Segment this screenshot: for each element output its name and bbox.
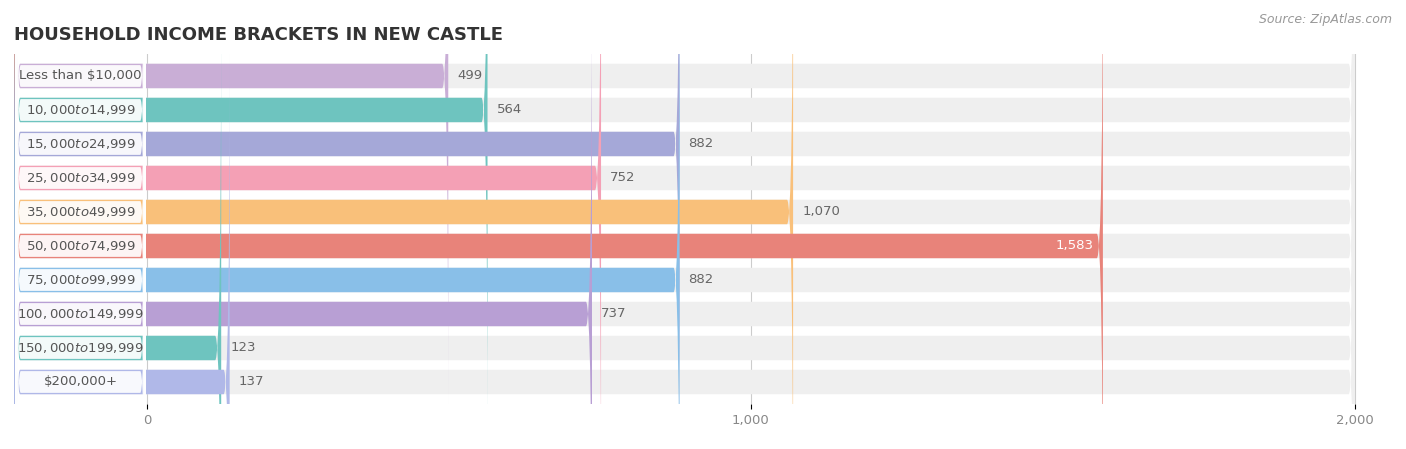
Text: $10,000 to $14,999: $10,000 to $14,999 xyxy=(25,103,135,117)
FancyBboxPatch shape xyxy=(14,0,793,449)
FancyBboxPatch shape xyxy=(15,0,146,449)
Text: Less than $10,000: Less than $10,000 xyxy=(20,70,142,83)
Text: 137: 137 xyxy=(239,375,264,388)
FancyBboxPatch shape xyxy=(15,87,146,449)
Text: $35,000 to $49,999: $35,000 to $49,999 xyxy=(25,205,135,219)
FancyBboxPatch shape xyxy=(15,0,146,449)
Text: $25,000 to $34,999: $25,000 to $34,999 xyxy=(25,171,135,185)
Text: 564: 564 xyxy=(496,103,522,116)
Text: $200,000+: $200,000+ xyxy=(44,375,118,388)
FancyBboxPatch shape xyxy=(14,54,1355,449)
FancyBboxPatch shape xyxy=(14,20,1355,449)
Text: $15,000 to $24,999: $15,000 to $24,999 xyxy=(25,137,135,151)
Text: Source: ZipAtlas.com: Source: ZipAtlas.com xyxy=(1258,13,1392,26)
FancyBboxPatch shape xyxy=(14,0,679,449)
FancyBboxPatch shape xyxy=(14,0,1355,449)
FancyBboxPatch shape xyxy=(14,0,1355,449)
FancyBboxPatch shape xyxy=(14,0,1355,449)
FancyBboxPatch shape xyxy=(15,0,146,449)
Text: 123: 123 xyxy=(231,342,256,355)
Text: 882: 882 xyxy=(689,137,714,150)
FancyBboxPatch shape xyxy=(15,0,146,371)
FancyBboxPatch shape xyxy=(14,0,600,449)
FancyBboxPatch shape xyxy=(14,0,1355,449)
Text: 752: 752 xyxy=(610,172,636,185)
FancyBboxPatch shape xyxy=(15,19,146,449)
Text: $100,000 to $149,999: $100,000 to $149,999 xyxy=(17,307,143,321)
Text: 1,070: 1,070 xyxy=(803,206,839,219)
Text: 499: 499 xyxy=(457,70,482,83)
FancyBboxPatch shape xyxy=(15,0,146,449)
Text: 737: 737 xyxy=(600,308,627,321)
Text: $50,000 to $74,999: $50,000 to $74,999 xyxy=(25,239,135,253)
FancyBboxPatch shape xyxy=(14,54,229,449)
FancyBboxPatch shape xyxy=(15,53,146,449)
FancyBboxPatch shape xyxy=(14,0,1355,438)
FancyBboxPatch shape xyxy=(15,0,146,405)
Text: $150,000 to $199,999: $150,000 to $199,999 xyxy=(17,341,143,355)
FancyBboxPatch shape xyxy=(14,0,1355,449)
FancyBboxPatch shape xyxy=(14,0,592,449)
FancyBboxPatch shape xyxy=(14,0,1102,449)
Text: $75,000 to $99,999: $75,000 to $99,999 xyxy=(25,273,135,287)
Text: 1,583: 1,583 xyxy=(1056,239,1094,252)
FancyBboxPatch shape xyxy=(14,0,1355,404)
FancyBboxPatch shape xyxy=(14,0,488,438)
FancyBboxPatch shape xyxy=(15,0,146,439)
Text: HOUSEHOLD INCOME BRACKETS IN NEW CASTLE: HOUSEHOLD INCOME BRACKETS IN NEW CASTLE xyxy=(14,26,503,44)
FancyBboxPatch shape xyxy=(14,0,679,449)
FancyBboxPatch shape xyxy=(14,0,1355,449)
FancyBboxPatch shape xyxy=(14,20,221,449)
FancyBboxPatch shape xyxy=(14,0,449,404)
Text: 882: 882 xyxy=(689,273,714,286)
